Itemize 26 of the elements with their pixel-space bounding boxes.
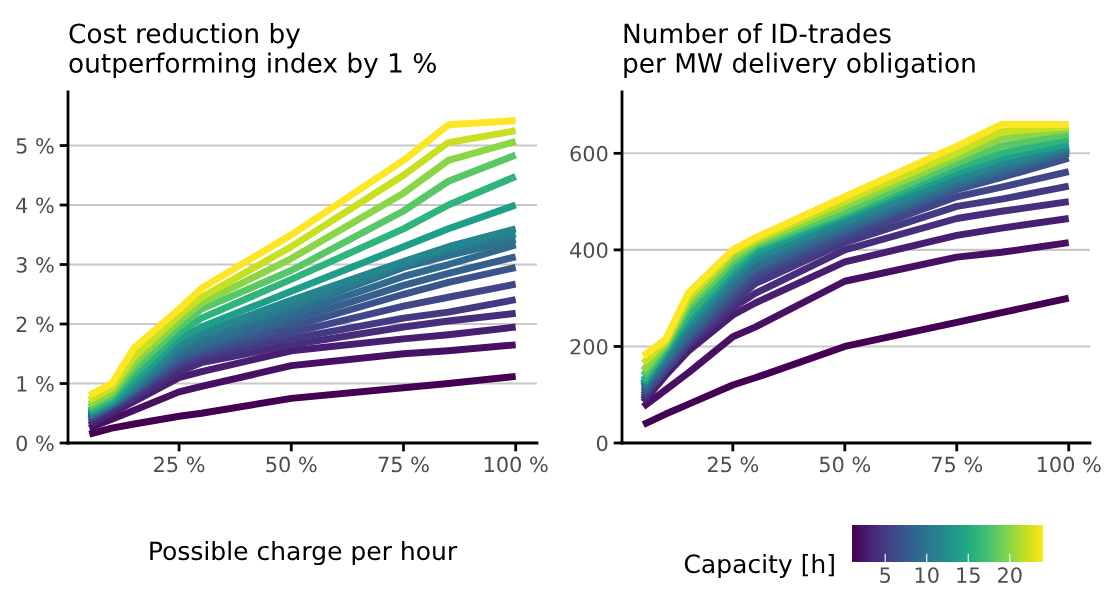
y-tick-label: 0 %	[16, 435, 54, 452]
color-bar-label: 20	[998, 567, 1022, 583]
chart-title: Number of ID-trades per MW delivery obligation	[624, 22, 975, 79]
x-tick-label: 100 %	[1037, 456, 1101, 473]
y-tick-label: 0	[596, 435, 608, 452]
y-tick-label: 2 %	[16, 316, 54, 333]
chart-title: Cost reduction by outperforming index by 1 %	[69, 22, 436, 79]
y-tick-label: 4 %	[16, 197, 54, 214]
x-tick-label: 75 %	[932, 456, 983, 473]
color-bar-label: 15	[957, 567, 980, 583]
x-tick-label: 100 %	[484, 456, 548, 473]
x-tick-label: 50 %	[819, 456, 871, 473]
color-bar-title: Capacity [h]	[684, 553, 834, 579]
x-tick-label: 25 %	[707, 456, 759, 473]
y-tick-label: 200	[570, 338, 608, 355]
y-tick-label: 5 %	[16, 138, 54, 154]
y-tick-label: 1 %	[17, 375, 54, 392]
x-tick-label: 50 %	[266, 456, 317, 473]
color-bar-label: 10	[915, 567, 939, 583]
y-tick-label: 400	[570, 242, 608, 259]
x-tick-label: 25 %	[154, 456, 205, 473]
x-tick-label: 75 %	[378, 456, 429, 473]
x-axis-title: Possible charge per hour	[150, 540, 458, 566]
y-tick-label: 3 %	[16, 256, 54, 273]
y-tick-label: 600	[570, 145, 608, 162]
color-bar-label: 5	[880, 567, 891, 583]
